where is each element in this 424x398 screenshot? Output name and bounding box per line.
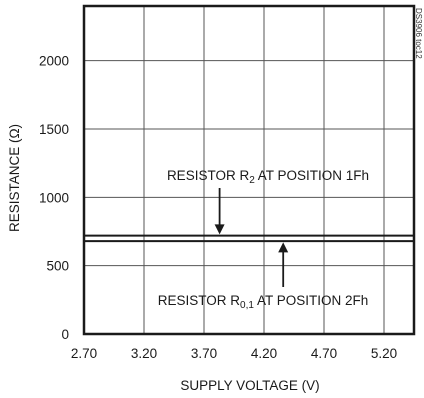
y-tick-label: 1500 [39,122,69,137]
figure-code: DS3906 toc12 [414,8,423,59]
y-tick-label: 0 [61,327,69,342]
series-group [84,234,414,243]
x-tick-label: 5.20 [371,346,397,361]
x-tick-label: 3.20 [131,346,157,361]
plot-frame [82,4,416,336]
y-tick-label: 500 [46,259,69,274]
x-tick-label: 2.70 [71,346,97,361]
x-axis-title: SUPPLY VOLTAGE (V) [180,378,319,393]
annotation-r01: RESISTOR R0,1 AT POSITION 2Fh [158,293,368,311]
y-axis-title: RESISTANCE (Ω) [7,124,22,232]
annotation-r2: RESISTOR R2 AT POSITION 1Fh [167,168,369,186]
arrow-head-r01 [278,242,289,253]
x-tick-label: 4.20 [251,346,277,361]
x-tick-label: 3.70 [191,346,217,361]
y-tick-labels: 0 500 1000 1500 2000 [39,54,69,342]
y-tick-label: 1000 [39,190,69,205]
arrow-head-r2 [214,224,225,235]
annotation-arrows [214,188,289,287]
x-tick-labels: 2.70 3.20 3.70 4.20 4.70 5.20 [71,346,397,361]
x-tick-label: 4.70 [311,346,337,361]
y-tick-label: 2000 [39,54,69,69]
